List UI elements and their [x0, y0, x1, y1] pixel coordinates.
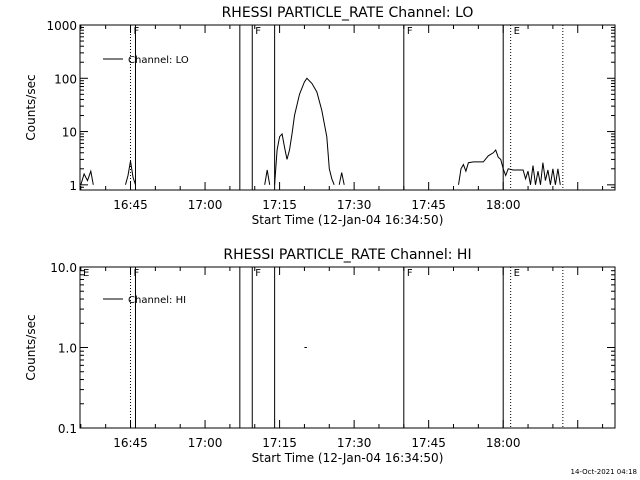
flag-label: F [407, 268, 413, 279]
hi-channel-panel: RHESSI PARTICLE_RATE Channel: HI Counts/s… [24, 247, 615, 465]
chart-title: RHESSI PARTICLE_RATE Channel: HI [223, 247, 471, 263]
chart-title: RHESSI PARTICLE_RATE Channel: LO [222, 5, 474, 21]
y-tick-label: 0.1 [58, 422, 77, 436]
y-tick-label: 1000 [46, 19, 77, 33]
flag-label: E [514, 26, 520, 37]
x-axis-label: Start Time (12-Jan-04 16:34:50) [252, 213, 444, 227]
y-axis-label: Counts/sec [24, 314, 38, 380]
series-line [459, 150, 561, 185]
x-tick-label: 17:45 [411, 198, 446, 212]
y-tick-label: 1 [69, 179, 77, 193]
x-tick-label: 17:30 [337, 436, 372, 450]
x-tick-label: 17:30 [337, 198, 372, 212]
x-tick-label: 17:15 [262, 436, 297, 450]
series-line [265, 170, 270, 185]
flag-label: E [514, 268, 520, 279]
x-tick-label: 17:15 [262, 198, 297, 212]
lo-channel-panel: RHESSI PARTICLE_RATE Channel: LO Counts/s… [24, 5, 615, 227]
x-tick-label: 17:00 [188, 198, 223, 212]
y-tick-label: 10.0 [50, 261, 77, 275]
x-tick-label: 17:45 [411, 436, 446, 450]
legend-label: Channel: HI [128, 295, 186, 306]
y-tick-label: 10 [62, 126, 77, 140]
flag-label: F [255, 26, 261, 37]
flag-label: F [134, 268, 140, 279]
x-tick-label: 18:00 [486, 436, 521, 450]
footer-timestamp: 14-Oct-2021 04:18 [571, 468, 637, 476]
x-axis-label: Start Time (12-Jan-04 16:34:50) [252, 451, 444, 465]
flag-label: F [255, 268, 261, 279]
series-line [339, 173, 344, 185]
flag-label: F [134, 26, 140, 37]
flag-label: E [83, 268, 89, 279]
y-axis-label: Counts/sec [24, 74, 38, 140]
y-tick-label: 1.0 [58, 342, 77, 356]
y-tick-label: 100 [54, 72, 77, 86]
legend-label: Channel: LO [128, 55, 189, 66]
x-tick-label: 17:00 [188, 436, 223, 450]
plot-frame [80, 25, 615, 190]
x-tick-label: 16:45 [113, 436, 148, 450]
flag-label: F [407, 26, 413, 37]
plot-frame [80, 267, 615, 428]
x-tick-label: 18:00 [486, 198, 521, 212]
x-tick-label: 16:45 [113, 198, 148, 212]
series-line [275, 78, 335, 185]
series-line [81, 171, 94, 185]
